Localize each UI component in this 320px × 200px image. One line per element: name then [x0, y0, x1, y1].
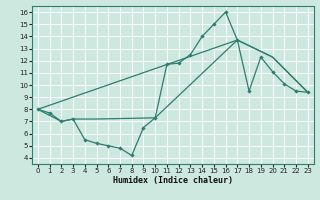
X-axis label: Humidex (Indice chaleur): Humidex (Indice chaleur) — [113, 176, 233, 185]
